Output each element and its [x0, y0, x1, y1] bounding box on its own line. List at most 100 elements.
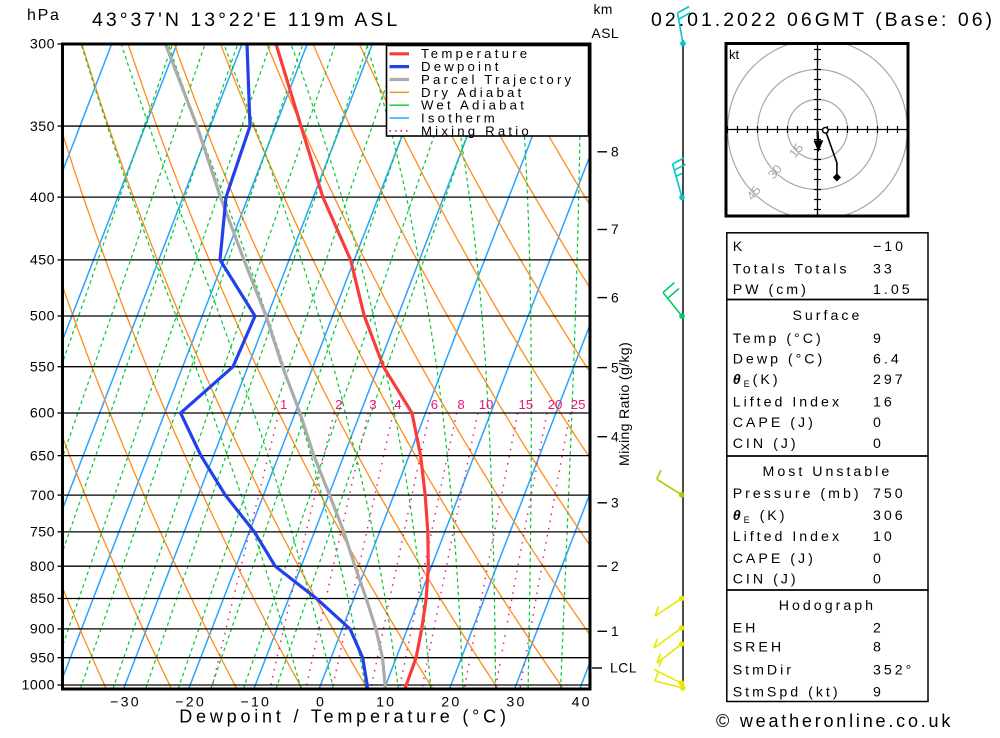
svg-text:3: 3 [369, 397, 376, 412]
svg-text:40: 40 [572, 695, 592, 711]
svg-text:8: 8 [457, 397, 464, 412]
svg-text:−10: −10 [240, 695, 271, 711]
svg-text:650: 650 [30, 448, 55, 464]
svg-text:30: 30 [506, 695, 526, 711]
svg-text:1: 1 [280, 397, 287, 412]
svg-text:Totals Totals: Totals Totals [733, 262, 850, 278]
svg-text:Mixing Ratio: Mixing Ratio [421, 123, 532, 138]
svg-text:Lifted Index: Lifted Index [733, 529, 842, 545]
svg-text:Hodograph: Hodograph [779, 598, 876, 614]
svg-text:kt: kt [729, 47, 740, 62]
svg-text:550: 550 [30, 359, 55, 375]
svg-text:© weatheronline.co.uk: © weatheronline.co.uk [716, 711, 953, 731]
svg-text:10: 10 [376, 695, 396, 711]
svg-text:2: 2 [873, 620, 884, 636]
svg-text:850: 850 [30, 591, 55, 607]
svg-text:PW (cm): PW (cm) [733, 282, 809, 298]
svg-text:4: 4 [394, 397, 401, 412]
svg-text:Dry Adiabat: Dry Adiabat [421, 85, 524, 100]
svg-text:StmSpd (kt): StmSpd (kt) [733, 684, 841, 700]
svg-text:0: 0 [873, 571, 884, 587]
svg-text:750: 750 [30, 525, 55, 541]
svg-text:33: 33 [873, 262, 895, 278]
svg-text:CAPE (J): CAPE (J) [733, 551, 816, 567]
svg-text:15: 15 [786, 141, 806, 161]
svg-text:0: 0 [873, 436, 884, 452]
svg-text:Most Unstable: Most Unstable [763, 464, 893, 480]
svg-text:400: 400 [30, 190, 55, 206]
svg-text:43°37'N 13°22'E 119m ASL: 43°37'N 13°22'E 119m ASL [92, 9, 400, 31]
svg-text:Dewpoint / Temperature (°C): Dewpoint / Temperature (°C) [179, 707, 510, 727]
svg-text:Isotherm: Isotherm [421, 111, 498, 126]
svg-text:0: 0 [873, 551, 884, 567]
svg-text:EH: EH [733, 620, 759, 636]
svg-text:θE(K): θE(K) [733, 372, 781, 389]
svg-text:450: 450 [30, 253, 55, 269]
svg-text:StmDir: StmDir [733, 662, 794, 678]
svg-text:Wet Adiabat: Wet Adiabat [421, 98, 527, 113]
svg-text:−10: −10 [873, 239, 906, 255]
svg-text:−30: −30 [110, 695, 141, 711]
svg-text:6.4: 6.4 [873, 352, 902, 368]
svg-text:CIN (J): CIN (J) [733, 571, 799, 587]
svg-text:02.01.2022 06GMT (Base: 06): 02.01.2022 06GMT (Base: 06) [651, 9, 995, 31]
svg-text:Dewpoint: Dewpoint [421, 59, 502, 74]
svg-text:700: 700 [30, 488, 55, 504]
svg-text:9: 9 [873, 684, 884, 700]
svg-text:30: 30 [765, 162, 785, 182]
svg-text:hPa: hPa [27, 7, 61, 24]
svg-text:3: 3 [611, 496, 619, 511]
svg-text:297: 297 [873, 372, 906, 388]
svg-text:25: 25 [571, 397, 586, 412]
svg-text:Mixing Ratio (g/kg): Mixing Ratio (g/kg) [617, 342, 633, 466]
svg-text:Pressure (mb): Pressure (mb) [733, 486, 862, 502]
svg-text:8: 8 [873, 640, 884, 656]
svg-text:Surface: Surface [792, 308, 862, 324]
svg-text:6: 6 [611, 290, 619, 305]
svg-text:Temperature: Temperature [421, 46, 530, 61]
svg-text:10: 10 [479, 397, 494, 412]
svg-text:15: 15 [519, 397, 534, 412]
svg-text:CIN (J): CIN (J) [733, 436, 799, 452]
svg-text:LCL: LCL [610, 661, 637, 676]
svg-text:750: 750 [873, 486, 906, 502]
svg-text:ASL: ASL [592, 26, 620, 41]
svg-text:2: 2 [611, 559, 619, 574]
svg-text:4: 4 [611, 429, 619, 444]
svg-text:352°: 352° [873, 662, 914, 678]
svg-text:500: 500 [30, 309, 55, 325]
svg-text:350: 350 [30, 119, 55, 135]
svg-text:Dewp (°C): Dewp (°C) [733, 352, 826, 368]
svg-text:1: 1 [611, 624, 619, 639]
svg-text:Lifted Index: Lifted Index [733, 395, 842, 411]
svg-text:SREH: SREH [733, 640, 784, 656]
svg-text:2: 2 [335, 397, 342, 412]
svg-text:16: 16 [873, 395, 895, 411]
svg-text:0: 0 [316, 695, 326, 711]
svg-text:900: 900 [30, 622, 55, 638]
svg-text:800: 800 [30, 559, 55, 575]
svg-text:20: 20 [441, 695, 461, 711]
svg-text:7: 7 [611, 222, 619, 237]
svg-text:10: 10 [873, 529, 895, 545]
svg-text:300: 300 [30, 37, 55, 53]
svg-text:9: 9 [873, 331, 884, 347]
svg-text:5: 5 [611, 360, 619, 375]
svg-text:306: 306 [873, 508, 906, 524]
svg-text:CAPE (J): CAPE (J) [733, 415, 816, 431]
svg-text:Temp (°C): Temp (°C) [733, 331, 824, 347]
svg-text:θE (K): θE (K) [733, 508, 788, 525]
svg-text:45: 45 [744, 183, 764, 203]
svg-text:km: km [594, 2, 613, 17]
svg-text:950: 950 [30, 650, 55, 666]
svg-text:Parcel Trajectory: Parcel Trajectory [421, 72, 574, 87]
svg-text:0: 0 [873, 415, 884, 431]
svg-text:6: 6 [431, 397, 438, 412]
svg-text:K: K [733, 239, 745, 255]
svg-text:−20: −20 [175, 695, 206, 711]
svg-text:1.05: 1.05 [873, 282, 913, 298]
svg-text:20: 20 [548, 397, 563, 412]
svg-text:1000: 1000 [21, 678, 55, 694]
svg-text:600: 600 [30, 406, 55, 422]
svg-text:8: 8 [611, 145, 619, 160]
